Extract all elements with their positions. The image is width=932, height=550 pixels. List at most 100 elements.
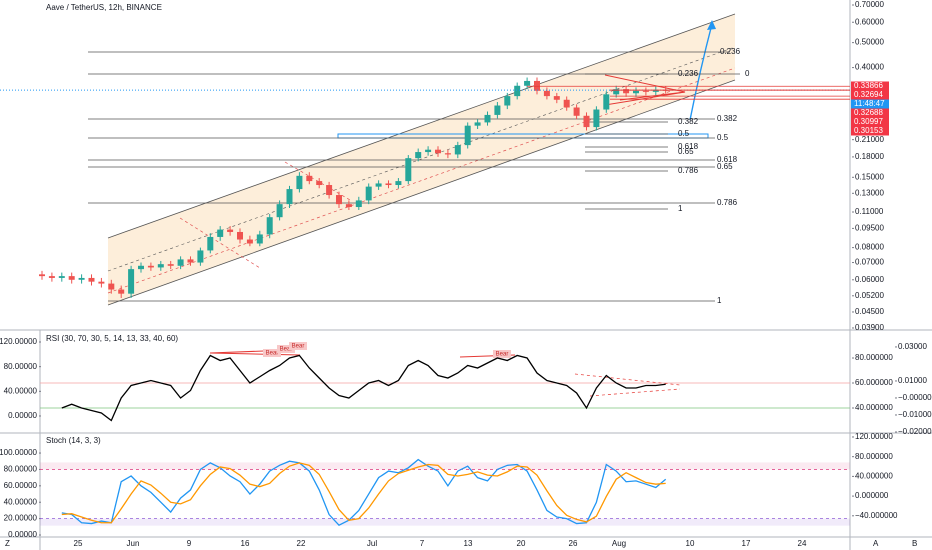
tick-label: 80.000000 xyxy=(855,353,893,362)
icon-label[interactable]: B xyxy=(912,539,917,548)
tick-label: 0.70000 xyxy=(855,0,884,9)
candle-body xyxy=(355,200,362,208)
annotation: Bear xyxy=(266,351,279,357)
fib-label: 0.382 xyxy=(678,117,699,126)
candle-body xyxy=(306,175,313,182)
fib-label: 0.786 xyxy=(717,198,738,207)
red-trend xyxy=(179,217,261,269)
candle-body xyxy=(128,269,135,294)
x-tick-label: 16 xyxy=(241,539,250,548)
tick-label: 40.00000 xyxy=(4,386,38,395)
candle-body xyxy=(642,90,649,92)
tick-label: 80.00000 xyxy=(4,362,38,371)
tick-label: 0.01000 xyxy=(898,376,927,385)
fib-label: 0.236 xyxy=(720,47,741,56)
rsi-title: RSI (30, 70, 30, 5, 14, 13, 33, 40, 60) xyxy=(46,334,178,343)
candle-body xyxy=(167,264,174,266)
candle-body xyxy=(425,149,432,153)
price-tag: 0.32688 xyxy=(854,108,883,117)
fib-label: 0.65 xyxy=(678,147,694,156)
x-tick-label: Aug xyxy=(612,539,626,548)
tick-label: 40.000000 xyxy=(855,471,893,480)
tick-label: 40.000000 xyxy=(855,403,893,412)
price-tag: 0.30997 xyxy=(854,117,883,126)
candle-body xyxy=(316,181,323,186)
candle-body xyxy=(385,183,392,186)
candle-body xyxy=(543,90,550,97)
annotation-bg xyxy=(493,350,511,358)
candle-body xyxy=(286,189,293,205)
x-tick-label: Jun xyxy=(127,539,140,548)
series-line xyxy=(61,458,667,526)
candle-body xyxy=(464,125,471,146)
candle-body xyxy=(78,277,85,280)
tick-label: 120.00000 xyxy=(0,337,38,346)
fib-label: 0.618 xyxy=(678,142,699,151)
candle-body xyxy=(484,114,491,123)
tick-label: 0.18000 xyxy=(855,152,884,161)
candle-body xyxy=(603,94,610,110)
icon-label[interactable]: Z xyxy=(5,539,10,548)
fib-label: 0.65 xyxy=(717,162,733,171)
candle-body xyxy=(217,229,224,237)
tick-label: 0.13000 xyxy=(855,188,884,197)
candle-body xyxy=(88,277,95,282)
candle-body xyxy=(494,105,501,115)
time-tag: 11:48:47 xyxy=(854,99,885,108)
price-tag: 0.30153 xyxy=(854,126,883,135)
candle-body xyxy=(444,153,451,155)
x-tick-label: 13 xyxy=(464,539,473,548)
candle-body xyxy=(524,80,531,86)
candle-body xyxy=(296,175,303,190)
candle-body xyxy=(345,204,352,208)
candle-body xyxy=(58,276,65,278)
fib-label: 0.5 xyxy=(678,129,690,138)
candle-body xyxy=(39,274,45,277)
price-tag-bg xyxy=(851,81,889,91)
tick-label: 20.00000 xyxy=(4,514,38,523)
x-tick-label: 9 xyxy=(187,539,192,548)
x-tick-label: 10 xyxy=(686,539,695,548)
candle-body xyxy=(197,250,204,263)
candle-body xyxy=(504,96,511,106)
candle-body xyxy=(266,217,273,235)
stoch-title: Stoch (14, 3, 3) xyxy=(46,436,101,445)
candle-body xyxy=(138,265,144,270)
fib-label: 0.618 xyxy=(717,155,738,164)
x-tick-label: 26 xyxy=(569,539,578,548)
candle-body xyxy=(336,195,342,205)
tick-label: 60.00000 xyxy=(4,481,38,490)
candle-body xyxy=(613,89,620,95)
candle-body xyxy=(147,265,154,268)
candle-body xyxy=(326,185,333,196)
tick-label: 0.07000 xyxy=(855,258,884,267)
candle-body xyxy=(553,96,560,100)
tick-label: −0.00000 xyxy=(898,393,932,402)
channel-fill xyxy=(108,14,735,305)
price-tag-bg xyxy=(851,108,889,118)
candle-body xyxy=(48,276,55,278)
candle-body xyxy=(98,281,105,284)
price-tag: 0.32694 xyxy=(854,90,883,99)
annotation: Bear xyxy=(280,347,293,353)
candle-body xyxy=(108,283,115,290)
icon-label[interactable]: A xyxy=(873,539,879,548)
candle-body xyxy=(187,259,194,263)
tick-label: −0.02000 xyxy=(898,427,932,436)
candle-body xyxy=(375,183,382,187)
candle-body xyxy=(415,152,422,159)
candle-body xyxy=(474,122,481,126)
candle-body xyxy=(118,289,125,294)
fib-label: 0 xyxy=(745,69,750,78)
fib-label: 0.5 xyxy=(717,133,729,142)
candle-body xyxy=(237,231,243,240)
annotation-bg xyxy=(277,345,295,353)
candle-body xyxy=(593,109,600,128)
candle-body xyxy=(563,99,570,108)
series-line xyxy=(61,354,666,422)
annotation-bg xyxy=(263,349,281,357)
candle-body xyxy=(207,236,214,251)
tick-label: 0.60000 xyxy=(855,17,884,26)
divergence-line xyxy=(209,352,301,356)
